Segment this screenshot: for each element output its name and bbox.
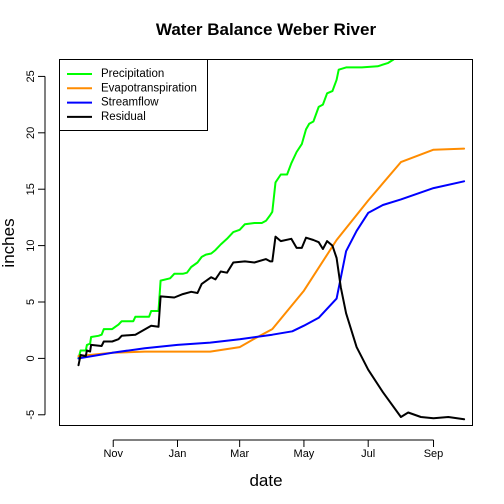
plot-lines — [77, 59, 466, 421]
x-tick-label: Mar — [230, 448, 249, 460]
legend-label-residual: Residual — [101, 111, 146, 123]
x-tick-label: Jan — [169, 448, 187, 460]
x-axis-label: date — [249, 471, 282, 490]
legend: Precipitation Evapotranspiration Streamflo… — [59, 59, 208, 131]
legend-label-precipitation: Precipitation — [101, 68, 164, 80]
series-line-streamflow — [77, 180, 466, 360]
x-tick-label: Nov — [103, 448, 123, 460]
series-line-precipitation — [77, 59, 395, 360]
series-line-evapotranspiration — [77, 147, 466, 358]
y-tick-label: 20 — [25, 127, 37, 139]
series-line-residual — [77, 235, 466, 421]
chart-title: Water Balance Weber River — [156, 20, 377, 39]
y-tick-label: 25 — [25, 70, 37, 82]
y-axis-label: inches — [0, 218, 18, 267]
legend-label-evapotranspiration: Evapotranspiration — [101, 82, 197, 94]
x-tick-label: Sep — [424, 448, 444, 460]
x-tick-label: Jul — [361, 448, 375, 460]
plot-frame — [59, 59, 473, 426]
x-axis: Nov Jan Mar May Jul Sep — [103, 439, 444, 460]
legend-label-streamflow: Streamflow — [101, 97, 159, 109]
y-tick-label: 10 — [25, 239, 37, 251]
y-tick-label: 5 — [25, 299, 37, 305]
y-tick-label: -5 — [25, 410, 37, 420]
y-axis: -5 0 5 10 15 20 25 — [25, 70, 46, 420]
x-tick-label: May — [294, 448, 315, 460]
y-tick-label: 15 — [25, 183, 37, 195]
legend-box — [59, 59, 208, 131]
y-tick-label: 0 — [25, 355, 37, 361]
